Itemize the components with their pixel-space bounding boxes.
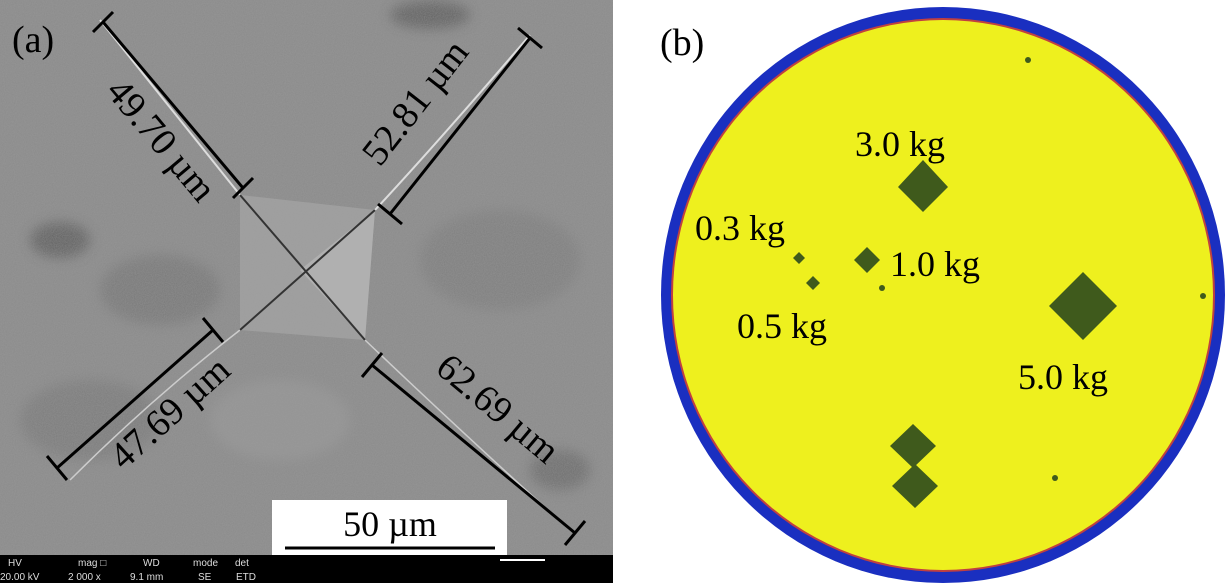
info-header: det (235, 558, 249, 569)
panel-a: (a) 49.70 µm 52.81 µm 47.69 µm 62.69 µm … (0, 0, 613, 583)
load-label: 5.0 kg (1018, 357, 1108, 397)
info-value: 20.00 kV (0, 572, 40, 583)
info-header: WD (143, 558, 160, 569)
indents (793, 57, 1206, 508)
scale-label: 50 µm (343, 504, 437, 544)
load-label: 0.3 kg (695, 208, 785, 248)
info-values: 20.00 kV 2 000 x 9.1 mm SE ETD (0, 572, 256, 583)
info-value: 9.1 mm (130, 572, 163, 583)
panel-label: (b) (660, 22, 704, 64)
info-headers: HV mag □ WD mode det (8, 558, 249, 569)
load-label: 0.5 kg (737, 306, 827, 346)
info-header: mode (193, 558, 218, 569)
info-header: mag □ (78, 558, 106, 569)
load-label: 3.0 kg (855, 124, 945, 164)
sample-surface (673, 20, 1213, 570)
info-value: 2 000 x (68, 572, 101, 583)
info-value: ETD (236, 572, 256, 583)
panel-b: (b) 3.0 kg 0.3 kg 1.0 kg 0.5 kg 5.0 kg (660, 7, 1225, 583)
load-label: 1.0 kg (890, 244, 980, 284)
info-header: HV (8, 558, 22, 569)
panel-label: (a) (12, 19, 54, 61)
scale-box (272, 500, 507, 555)
measure-lines (45, 10, 587, 546)
info-value: SE (198, 572, 212, 583)
